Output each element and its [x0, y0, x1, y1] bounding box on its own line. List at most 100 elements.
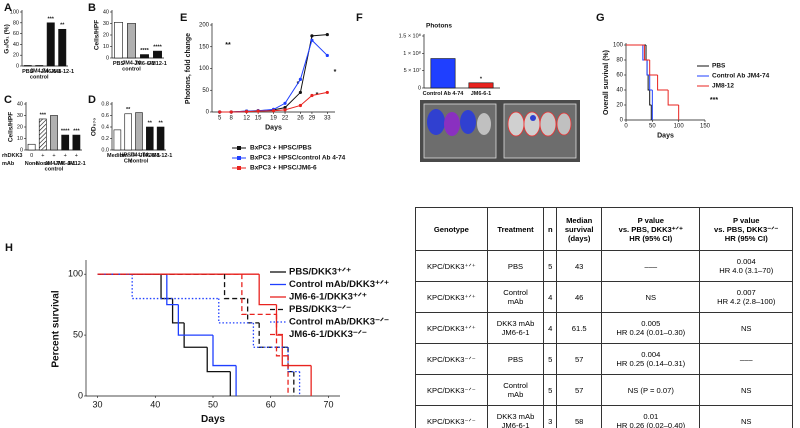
significance: ** — [126, 107, 131, 113]
bar — [23, 65, 32, 67]
y-axis-label: Percent survival — [51, 290, 62, 367]
y-axis-label: Photons, fold change — [185, 33, 192, 104]
y-axis-label: Cells/HPF — [94, 20, 101, 50]
significance: ** — [148, 120, 153, 126]
legend-marker — [237, 146, 241, 150]
y-tick-label: 80 — [13, 20, 19, 26]
legend-marker — [237, 166, 241, 170]
x-tick-label: JM4-74 control — [45, 161, 65, 173]
y-tick-label: 60 — [616, 73, 623, 79]
panel-letter: C — [4, 94, 12, 106]
bar — [153, 50, 162, 59]
y-tick-label: 10 — [103, 44, 109, 50]
x-tick-label: 26 — [297, 116, 304, 122]
survival-step — [252, 322, 289, 348]
survival-table: Genotype Treatment n Median survival (days)… — [415, 207, 793, 428]
table-row: KPC/DKK3⁺ᐟ⁺ DKK3 mAb JM6-6-1 4 61.5 0.005 HR… — [415, 312, 793, 344]
y-tick-label: 40 — [103, 9, 109, 15]
cell: 43 — [556, 250, 603, 282]
survival-step — [649, 60, 658, 76]
row-value: + — [41, 153, 44, 159]
bar — [135, 112, 143, 151]
legend-label: PBS/DKK3⁻ᐟ⁻ — [289, 304, 351, 315]
legend-label: Control mAb/DKK3⁻ᐟ⁻ — [289, 317, 389, 328]
cell: 0.007 HR 4.2 (2.8–100) — [699, 281, 793, 313]
y-tick-label: 100 — [68, 269, 83, 279]
table-row: KPC/DKK3⁻ᐟ⁻ PBS 5 57 0.004 HR 0.25 (0.14–0.3… — [415, 343, 793, 375]
cell: Control mAb — [486, 281, 545, 313]
bar — [140, 54, 149, 59]
x-tick-label: 15 — [255, 116, 262, 122]
x-axis-label: Days — [657, 132, 674, 139]
x-tick-label: Control Ab 4-74 — [423, 91, 465, 97]
annotation: * — [334, 69, 337, 76]
cell: NS — [699, 312, 793, 344]
y-tick-label: 200 — [199, 23, 210, 29]
x-tick-label: PBS — [22, 69, 34, 75]
panel-letter: H — [5, 242, 13, 254]
panel-letter: G — [596, 12, 605, 24]
survival-step — [212, 335, 237, 367]
x-tick-label: 8 — [230, 116, 234, 122]
y-axis-label: Overall survival (%) — [603, 50, 610, 115]
significance: *** — [73, 129, 80, 135]
survival-step — [645, 45, 648, 61]
cell: KPC/DKK3⁺ᐟ⁺ — [415, 281, 488, 313]
survival-step — [218, 298, 254, 324]
significance: * — [480, 76, 483, 82]
point — [298, 103, 303, 108]
header-cell: n — [543, 207, 558, 251]
cell: 0.005 HR 0.24 (0.01–0.30) — [601, 312, 701, 344]
point — [283, 101, 287, 105]
cell: 57 — [556, 343, 603, 375]
x-tick-label: JM4-74 control — [122, 61, 142, 73]
point — [229, 110, 233, 114]
cell: 57 — [556, 374, 603, 406]
x-tick-label: None — [25, 161, 39, 167]
survival-step — [241, 274, 277, 316]
panel-letter: D — [88, 94, 96, 106]
legend-label: Control mAb/DKK3⁺ᐟ⁺ — [289, 279, 389, 290]
survival-step — [275, 314, 289, 357]
y-tick-label: 0.0 — [101, 147, 109, 153]
x-tick-label: JM6-6-1 — [140, 153, 160, 159]
y-tick-label: 1 × 10⁸ — [403, 50, 421, 57]
x-tick-label: 50 — [208, 399, 218, 409]
x-tick-label: JM6-6-1 — [55, 161, 75, 167]
row-value: + — [75, 153, 78, 159]
y-tick-label: 0.2 — [101, 136, 109, 142]
cell: 58 — [556, 405, 603, 428]
bar — [27, 143, 36, 151]
y-tick-label: 0 — [620, 118, 624, 124]
survival-step — [166, 274, 179, 306]
x-tick-label: Medium — [107, 153, 128, 159]
y-tick-label: 0 — [78, 390, 83, 400]
y-tick-label: 0 — [418, 85, 421, 91]
x-tick-label: 30 — [93, 399, 103, 409]
x-tick-label: 5 — [218, 116, 222, 122]
point — [325, 90, 329, 95]
x-tick-label: 40 — [150, 399, 160, 409]
cell: 0.01 HR 0.26 (0.02–0.40) — [601, 405, 701, 428]
x-tick-label: JM8-12-1 — [50, 69, 74, 75]
table-row: KPC/DKK3⁻ᐟ⁻ DKK3 mAb JM6-6-1 3 58 0.01 HR 0.… — [415, 405, 793, 428]
legend-label: BxPC3 + HPSC/control Ab 4-74 — [250, 155, 346, 162]
cell: Control mAb — [486, 374, 545, 406]
row-value: + — [64, 153, 67, 159]
survival-step — [183, 322, 208, 348]
header-cell: P value vs. PBS, DKK3⁺ᐟ⁺ HR (95% CI) — [601, 207, 701, 251]
cell: NS (P = 0.07) — [601, 374, 701, 406]
x-tick-label: 0 — [624, 124, 628, 130]
y-tick-label: 50 — [202, 88, 209, 94]
survival-step — [646, 60, 650, 76]
x-tick-label: HPSC-CM — [120, 153, 137, 165]
row-label: rhDKK3 — [2, 153, 22, 159]
annotation: * — [297, 81, 300, 88]
bar — [46, 22, 55, 67]
survival-step — [649, 75, 653, 91]
y-axis-label: G₀/G₁ (%) — [4, 24, 11, 53]
significance: *** — [48, 16, 55, 22]
cell: 61.5 — [556, 312, 603, 344]
